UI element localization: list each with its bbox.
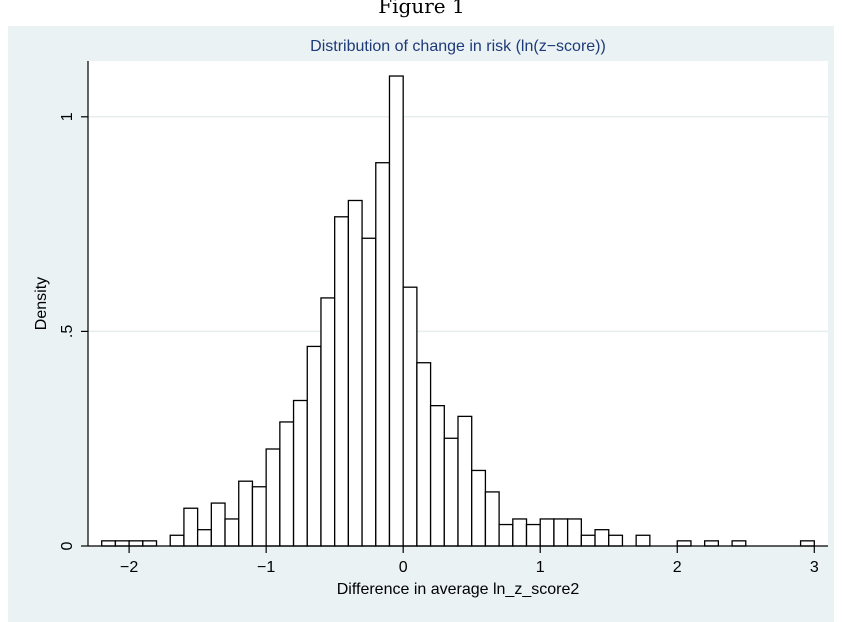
histogram-bar [429,405,445,547]
histogram-bar [183,507,199,547]
y-tick-label: 1 [59,112,76,121]
histogram-bar [566,518,582,547]
histogram-bar [608,534,624,547]
histogram-bar [594,529,610,547]
histogram-bar [114,540,130,547]
histogram-bar [101,540,117,547]
histogram-bar [457,415,473,547]
histogram-bar [320,297,336,547]
x-tick-label: 0 [399,559,408,576]
histogram-bar [704,540,720,547]
histogram-bar [210,502,226,547]
y-tick-label: 0 [59,541,76,550]
histogram-bar [471,469,487,547]
histogram-bar [142,540,158,547]
histogram-chart: −2 −1 0 1 2 3 0 .5 1 Distribution of change in r… [33,38,828,598]
histogram-bar [292,399,308,547]
y-tick-label: .5 [59,325,76,338]
histogram-bar [251,486,267,547]
histogram-bar [169,534,185,547]
histogram-bar [238,480,254,547]
x-tick-label: 1 [536,559,545,576]
histogram-bar [498,523,514,547]
gridlines [88,116,828,333]
x-tick-label: −2 [120,559,138,576]
histogram-bar [128,540,144,547]
histogram-bar [484,491,500,547]
histogram-bar [265,448,281,547]
histogram-bar [416,362,432,547]
x-tick-label: −1 [257,559,275,576]
histogram-bar [580,534,596,547]
histogram-bar [799,540,815,547]
histogram-bar [306,345,322,547]
histogram-bar [635,534,651,547]
histogram-bar [731,540,747,547]
histogram-bar [375,162,391,547]
histogram-bar [539,518,555,547]
histogram-bar [334,216,350,547]
histogram-bar [224,518,240,547]
axes: −2 −1 0 1 2 3 0 .5 1 [59,61,828,576]
histogram-bar [443,437,459,547]
figure-caption: Figure 1 [378,0,465,18]
chart-title: Distribution of change in risk (ln(z−sco… [310,38,606,55]
histogram-bar [553,518,569,547]
x-tick-label: 2 [673,559,682,576]
histogram-bar [676,540,692,547]
histogram-bar [402,286,418,547]
histogram-bars [101,75,815,547]
histogram-bar [279,421,295,547]
histogram-bar [196,529,212,547]
chart-panel: −2 −1 0 1 2 3 0 .5 1 Distribution of change in r… [8,26,834,622]
histogram-bar [361,237,377,547]
histogram-bar [388,75,404,547]
x-axis-title: Difference in average ln_z_score2 [337,581,580,598]
histogram-bar [512,518,528,547]
x-tick-label: 3 [810,559,819,576]
y-axis-title: Density [33,277,50,330]
histogram-bar [347,199,363,547]
histogram-bar [525,523,541,547]
